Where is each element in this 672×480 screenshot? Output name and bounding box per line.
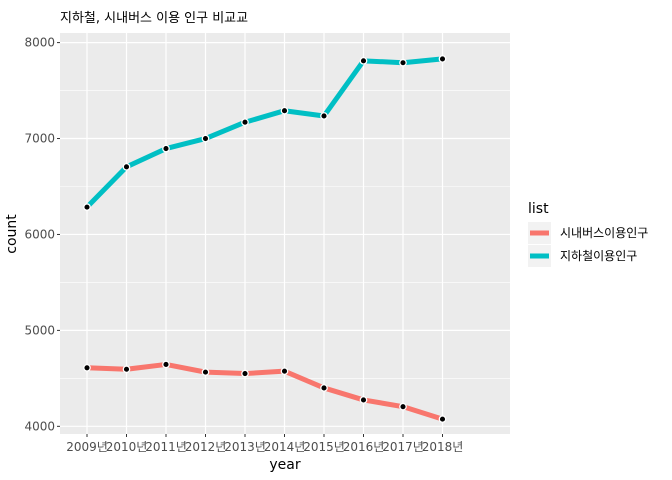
y-tick-label: 5000 xyxy=(24,323,55,337)
data-point xyxy=(241,118,249,127)
x-axis-title: year xyxy=(269,457,300,473)
data-point xyxy=(280,367,289,376)
chart-title: 지하철, 시내버스 이용 인구 비교교 xyxy=(60,11,248,26)
data-point xyxy=(320,384,328,392)
data-point xyxy=(399,58,407,67)
legend-label-0: 시내버스이용인구 xyxy=(560,226,648,240)
x-tick-label: 2009년 xyxy=(66,440,108,454)
x-tick-label: 2016년 xyxy=(343,440,385,454)
y-tick-label: 4000 xyxy=(24,419,55,433)
series-points xyxy=(83,55,447,423)
data-point xyxy=(201,134,210,143)
data-point xyxy=(83,363,91,372)
x-tick-label: 2013년 xyxy=(224,440,266,454)
data-point xyxy=(122,162,131,171)
x-tick-label: 2015년 xyxy=(303,440,345,454)
x-tick-label: 2014년 xyxy=(264,440,306,454)
data-point xyxy=(201,368,210,376)
x-tick-label: 2010년 xyxy=(106,440,148,454)
y-tick-label: 7000 xyxy=(24,132,55,146)
data-point xyxy=(320,112,328,120)
y-axis-title: count xyxy=(4,214,20,254)
y-tick-label: 6000 xyxy=(24,227,55,241)
series-line-0 xyxy=(86,361,444,422)
legend-label-1: 지하철이용인구 xyxy=(560,249,637,263)
data-point xyxy=(122,365,131,374)
data-point xyxy=(359,396,368,404)
x-axis: 2009년2010년2011년2012년2013년2014년2015년2016년… xyxy=(66,434,463,454)
data-point xyxy=(241,369,249,378)
legend-title: list xyxy=(528,201,549,217)
data-point xyxy=(359,56,368,65)
data-point xyxy=(438,55,447,63)
series-line-1 xyxy=(85,56,443,209)
y-tick-label: 8000 xyxy=(24,36,55,50)
data-point xyxy=(162,144,170,153)
data-point xyxy=(399,402,407,411)
x-tick-label: 2017년 xyxy=(382,440,424,454)
series-lines xyxy=(85,56,444,422)
data-point xyxy=(162,360,170,369)
x-tick-label: 2018년 xyxy=(422,440,464,454)
x-tick-label: 2012년 xyxy=(185,440,227,454)
data-point xyxy=(83,203,91,211)
x-tick-label: 2011년 xyxy=(145,440,187,454)
data-point xyxy=(438,415,447,423)
y-axis: 4000 5000 6000 7000 8000 xyxy=(24,36,60,433)
data-point xyxy=(280,106,289,115)
